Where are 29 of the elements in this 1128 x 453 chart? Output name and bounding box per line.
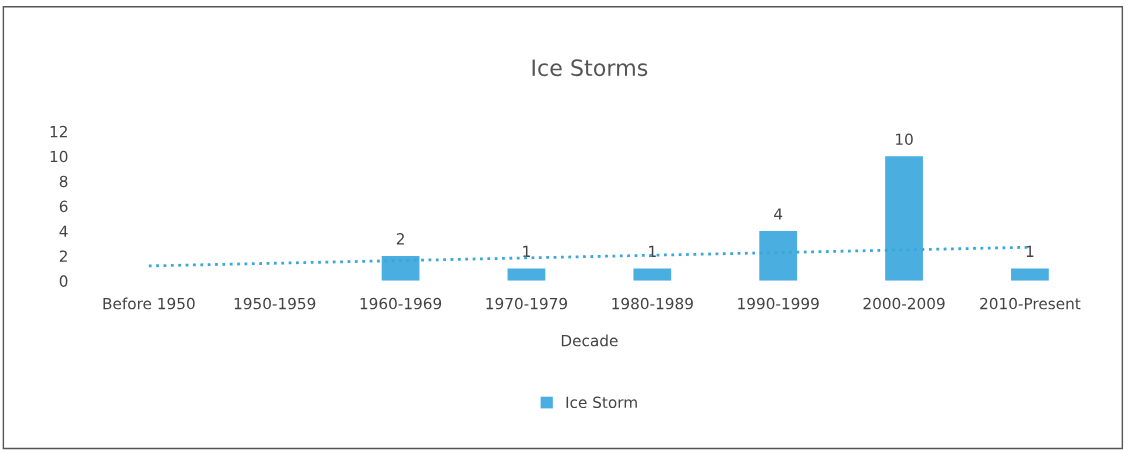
x-tick-label: 1990-1999 [738, 297, 819, 310]
y-tick-label: 12 [50, 125, 67, 138]
y-tick-label: 8 [59, 175, 68, 188]
y-tick-label: 6 [59, 200, 68, 213]
x-tick-label: 2000-2009 [863, 297, 945, 310]
y-tick-label: 2 [59, 250, 67, 262]
y-tick-label: 10 [50, 150, 68, 163]
bar [885, 156, 923, 281]
data-label: 1 [1026, 245, 1034, 257]
x-tick-label: 2010-Present [980, 297, 1081, 310]
data-label: 4 [774, 208, 783, 220]
data-label: 10 [896, 133, 913, 145]
x-axis-title: Decade [561, 334, 618, 347]
bar [507, 268, 546, 281]
bar [381, 255, 420, 281]
data-label: 2 [396, 233, 404, 245]
legend-label: Ice Storm [566, 396, 637, 409]
x-tick-label: Before 1950 [103, 297, 195, 310]
x-tick-label: 1970-1979 [486, 297, 568, 310]
bar [1011, 268, 1049, 281]
bar [759, 231, 798, 281]
x-tick-label: 1980-1989 [612, 297, 693, 310]
x-tick-label: 1950-1959 [234, 297, 316, 310]
y-tick-label: 0 [59, 275, 68, 287]
data-label: 1 [523, 245, 530, 257]
x-tick-label: 1960-1969 [360, 297, 442, 310]
chart-title: Ice Storms [532, 59, 648, 77]
y-tick-label: 4 [59, 225, 68, 237]
bar [633, 268, 672, 281]
